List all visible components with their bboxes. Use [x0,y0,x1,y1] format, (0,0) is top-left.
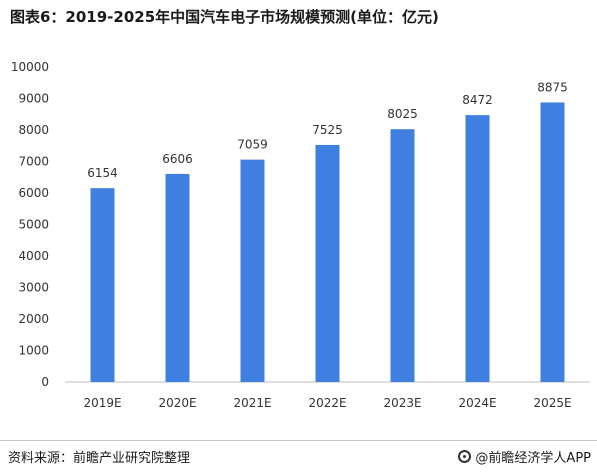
footer-divider [0,440,597,441]
chart-title: 图表6：2019-2025年中国汽车电子市场规模预测(单位：亿元) [10,8,439,26]
data-label: 7059 [237,138,268,152]
y-tick-label: 8000 [18,123,49,137]
brand-logo-icon [458,450,472,463]
x-tick-label: 2020E [158,396,196,410]
data-label: 8025 [387,107,418,121]
y-tick-label: 2000 [18,312,49,326]
y-tick-label: 0 [41,375,49,389]
data-label: 6154 [87,166,118,180]
bar [165,173,190,382]
brand-credit: @前瞻经济学人APP [458,447,591,466]
data-label: 8472 [462,93,493,107]
y-tick-label: 1000 [18,344,49,358]
bar [540,102,565,382]
data-label: 7525 [312,123,343,137]
y-tick-label: 3000 [18,281,49,295]
x-tick-label: 2023E [383,396,421,410]
x-tick-label: 2024E [458,396,496,410]
data-label: 6606 [162,152,193,166]
y-tick-label: 10000 [11,60,49,74]
y-tick-label: 4000 [18,249,49,263]
bar [390,129,415,382]
brand-label: @前瞻经济学人APP [475,451,591,466]
source-note: 资料来源：前瞻产业研究院整理 [8,451,191,466]
y-tick-label: 7000 [18,155,49,169]
x-tick-label: 2025E [533,396,571,410]
x-tick-label: 2019E [83,396,121,410]
bar [315,144,340,382]
bar [90,188,115,382]
data-label: 8875 [537,80,568,94]
bar-chart: 0 1000 2000 3000 4000 5000 6000 7000 8000 9000 100… [11,60,590,410]
y-tick-label: 9000 [18,92,49,106]
x-tick-label: 2022E [308,396,346,410]
x-tick-label: 2021E [233,396,271,410]
bar [465,115,490,382]
bar [240,159,265,382]
y-tick-label: 6000 [18,186,49,200]
y-tick-label: 5000 [18,218,49,232]
